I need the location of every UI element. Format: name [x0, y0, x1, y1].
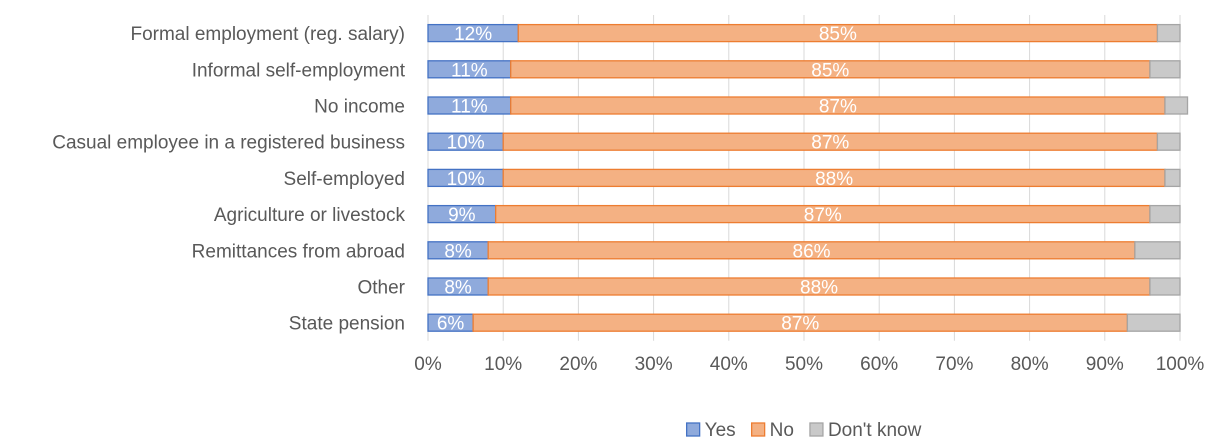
bar-segment [1149, 60, 1181, 79]
data-label: 12% [454, 24, 492, 45]
bars [427, 23, 1189, 332]
data-label: 11% [451, 60, 488, 81]
data-label: 87% [804, 205, 842, 226]
x-tick-label: 40% [710, 354, 748, 375]
bar-segment [1149, 277, 1181, 296]
data-label: 9% [448, 205, 476, 226]
bar-segment [1156, 23, 1181, 43]
data-label: 87% [781, 314, 819, 335]
x-tick-label: 0% [414, 354, 442, 375]
category-label: Casual employee in a registered business [52, 133, 405, 154]
data-label: 85% [811, 60, 849, 81]
category-label: Formal employment (reg. salary) [130, 24, 405, 45]
data-label: 87% [819, 97, 857, 118]
legend: Yes No Don't know [685, 420, 922, 441]
bar-segment [1156, 132, 1181, 151]
category-labels: Formal employment (reg. salary) Informal … [52, 24, 405, 335]
bar-segment [1164, 168, 1181, 188]
data-label: 86% [793, 241, 831, 262]
data-label: 8% [444, 241, 472, 262]
legend-label: Don't know [828, 420, 922, 441]
x-tick-label: 90% [1086, 354, 1124, 375]
bar-segment [1126, 313, 1181, 332]
data-label: 10% [447, 133, 485, 154]
legend-swatch [750, 422, 766, 437]
bar-segment [1134, 241, 1181, 260]
data-label: 88% [815, 169, 853, 190]
category-label: Informal self-employment [192, 60, 406, 81]
legend-swatch [809, 422, 824, 437]
x-tick-label: 70% [935, 354, 973, 375]
legend-label: No [770, 420, 794, 441]
category-label: State pension [289, 314, 405, 335]
x-tick-label: 10% [484, 354, 522, 375]
bar-segment [1149, 204, 1181, 224]
data-label: 87% [811, 133, 849, 154]
data-label: 8% [444, 278, 472, 299]
x-axis-ticks: 0% 10% 20% 30% 40% 50% 60% 70% 80% 90% 100% [414, 354, 1204, 375]
category-label: Agriculture or livestock [214, 205, 406, 226]
legend-swatch [685, 422, 701, 437]
x-tick-label: 60% [860, 354, 898, 375]
bar-segment [1164, 96, 1189, 115]
x-tick-label: 20% [559, 354, 597, 375]
data-label: 85% [819, 24, 857, 45]
category-label: Other [357, 278, 405, 299]
data-label: 6% [437, 314, 465, 335]
data-label: 88% [800, 278, 838, 299]
data-label: 10% [447, 169, 485, 190]
x-tick-label: 50% [785, 354, 823, 375]
category-label: No income [314, 97, 405, 118]
data-label: 11% [451, 97, 488, 118]
category-label: Remittances from abroad [192, 241, 405, 262]
x-tick-label: 80% [1011, 354, 1049, 375]
legend-label: Yes [705, 420, 736, 441]
data-labels: 12% 85% 11% 85% 11% 87% 10% 87% 10% 88% 9% 87% 8% 86%… [437, 24, 857, 335]
x-tick-label: 30% [635, 354, 673, 375]
x-tick-label: 100% [1156, 354, 1205, 375]
category-label: Self-employed [284, 169, 405, 190]
